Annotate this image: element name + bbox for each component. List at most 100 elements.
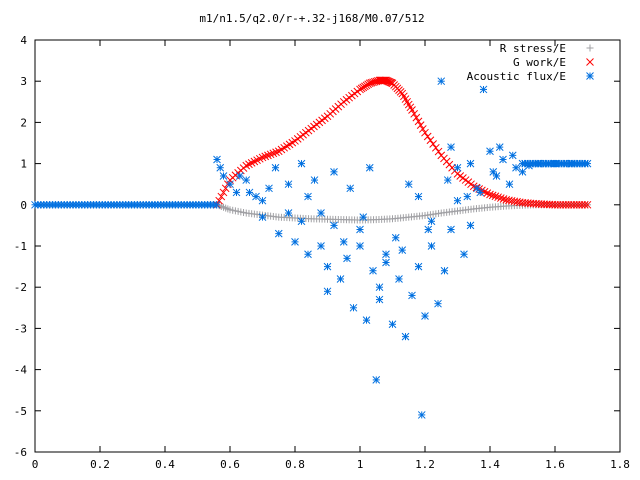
y-tick-label: -6	[14, 446, 27, 459]
data-point	[216, 163, 225, 172]
data-point	[217, 192, 226, 201]
data-point	[460, 250, 468, 259]
data-point	[330, 221, 338, 230]
data-point	[382, 258, 390, 267]
data-point	[245, 188, 254, 197]
data-point	[578, 200, 586, 209]
y-tick-label: -3	[14, 322, 27, 335]
data-point	[567, 200, 576, 209]
data-point	[317, 209, 325, 217]
data-point	[404, 180, 413, 189]
data-point	[488, 191, 497, 200]
data-point	[434, 147, 443, 156]
data-point	[447, 225, 455, 234]
data-point	[304, 192, 312, 201]
data-point	[266, 150, 275, 159]
series-2	[31, 77, 592, 419]
x-tick-label: 0.8	[285, 458, 305, 471]
data-point	[226, 180, 234, 189]
data-point	[492, 172, 501, 180]
legend-label: G work/E	[513, 56, 566, 69]
data-point	[343, 254, 351, 263]
data-point	[466, 221, 475, 230]
data-point	[418, 125, 427, 133]
data-point	[323, 262, 332, 271]
data-point	[581, 159, 589, 168]
data-point	[408, 106, 416, 114]
data-point	[232, 188, 241, 197]
data-point	[505, 180, 514, 189]
data-point	[429, 140, 437, 148]
data-point	[427, 217, 436, 226]
y-tick-label: 2	[20, 116, 27, 129]
data-point	[323, 287, 332, 296]
y-tick-label: -4	[14, 364, 28, 377]
data-point	[466, 159, 475, 168]
data-point	[269, 149, 278, 158]
data-point	[264, 151, 272, 160]
data-point	[382, 250, 390, 259]
data-point	[518, 167, 527, 176]
data-point	[416, 121, 425, 130]
y-tick-label: -5	[14, 405, 27, 418]
data-point	[252, 192, 260, 201]
data-point	[304, 250, 312, 259]
data-point	[349, 303, 358, 312]
y-tick-label: -1	[14, 240, 27, 253]
data-point	[284, 180, 293, 189]
data-point	[570, 200, 578, 209]
y-tick-label: 1	[20, 158, 27, 171]
data-point	[424, 225, 433, 234]
data-point	[388, 320, 397, 329]
data-point	[356, 225, 364, 234]
legend-label: Acoustic flux/E	[467, 70, 566, 83]
data-point	[401, 332, 410, 341]
data-point	[365, 163, 374, 172]
series-1	[213, 76, 592, 209]
legend-marker	[586, 72, 594, 80]
data-point	[489, 167, 498, 176]
data-point	[219, 172, 228, 180]
data-point	[512, 163, 520, 172]
data-point	[410, 109, 419, 118]
data-point	[297, 217, 306, 226]
data-point	[408, 291, 416, 300]
plot-frame	[34, 39, 621, 453]
data-point	[447, 143, 455, 151]
data-point	[508, 151, 517, 160]
data-point	[412, 113, 421, 122]
data-point	[479, 85, 488, 94]
legend-marker	[586, 58, 594, 66]
data-point	[559, 200, 567, 209]
data-point	[443, 176, 452, 184]
data-point	[440, 266, 449, 275]
data-point	[212, 200, 221, 209]
data-point	[310, 176, 319, 184]
data-point	[339, 238, 348, 246]
data-point	[551, 200, 559, 209]
data-point	[491, 192, 500, 201]
data-point	[359, 213, 368, 222]
data-point	[414, 262, 423, 271]
x-tick-label: 0.4	[155, 458, 175, 471]
data-point	[556, 200, 565, 209]
data-point	[561, 200, 570, 209]
data-point	[473, 184, 481, 193]
chart-title: m1/n1.5/q2.0/r-+.32-j168/M0.07/512	[199, 12, 424, 25]
x-tick-label: 1.8	[610, 458, 630, 471]
data-point	[362, 316, 371, 325]
data-point	[427, 242, 436, 250]
data-point	[431, 143, 440, 152]
y-tick-label: -2	[14, 281, 27, 294]
data-point	[258, 153, 267, 162]
data-point	[476, 188, 485, 197]
data-point	[375, 295, 384, 304]
data-point	[496, 194, 505, 202]
data-point	[369, 266, 377, 275]
y-tick-label: 0	[20, 199, 27, 212]
data-point	[235, 172, 244, 180]
data-point	[271, 163, 280, 172]
data-point	[274, 229, 283, 238]
data-point	[486, 190, 494, 199]
